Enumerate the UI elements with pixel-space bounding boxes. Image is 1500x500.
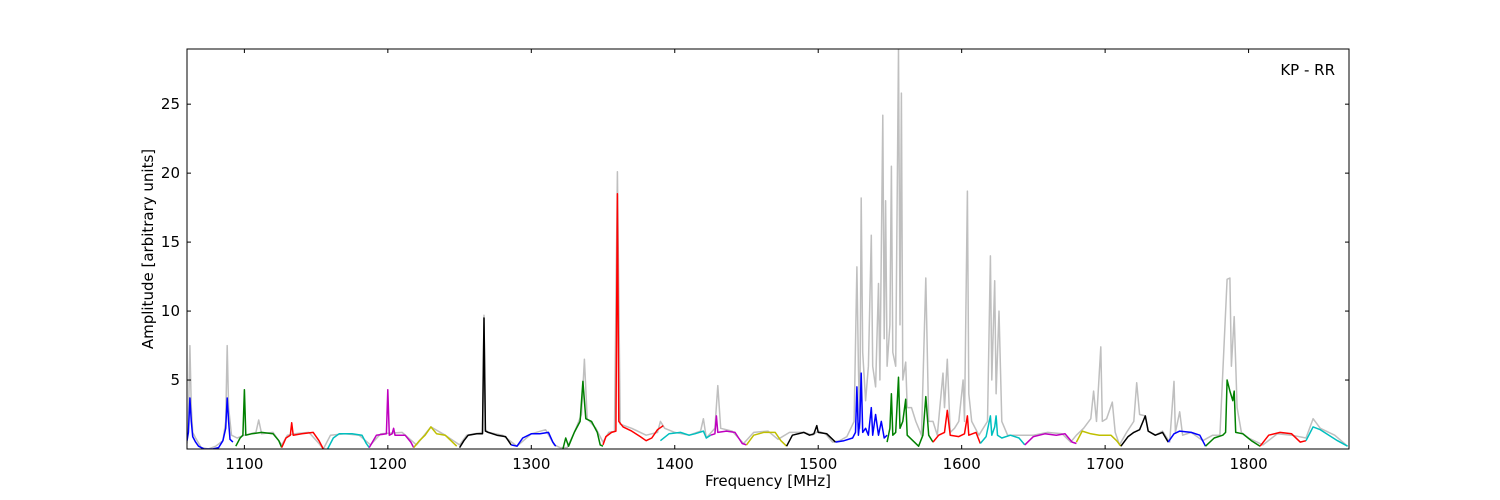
series-line-12: [745, 431, 788, 447]
y-tick-label: 15: [161, 233, 180, 251]
series-line-1: [235, 388, 283, 448]
series-line-13: [785, 424, 836, 447]
series-line-14: [835, 372, 888, 443]
series-line-17: [979, 415, 1026, 446]
series-line-4: [368, 388, 415, 448]
series-line-19: [1075, 430, 1122, 447]
series-line-8: [562, 380, 604, 449]
series-line-0: [187, 397, 234, 449]
y-tick-label: 20: [161, 164, 180, 182]
x-tick-label: 1300: [512, 455, 550, 473]
series-line-11: [710, 415, 747, 446]
x-tick-label: 1100: [225, 455, 263, 473]
series-line-23: [1259, 431, 1307, 447]
x-tick-label: 1600: [943, 455, 981, 473]
raw-spectrum-line: [187, 49, 1347, 449]
series-line-5: [413, 426, 458, 449]
y-tick-label: 25: [161, 95, 180, 113]
series-line-22: [1204, 379, 1261, 447]
plot-annotation: KP - RR: [1280, 61, 1335, 79]
y-tick-label: 5: [170, 371, 180, 389]
y-tick-label: 10: [161, 302, 180, 320]
x-tick-label: 1200: [369, 455, 407, 473]
x-tick-label: 1500: [799, 455, 837, 473]
x-axis-label: Frequency [MHz]: [705, 472, 831, 490]
series-line-7: [511, 431, 557, 447]
plot-background: [187, 49, 1349, 449]
spectrum-lines: [187, 49, 1348, 449]
series-line-10: [659, 430, 712, 442]
x-tick-label: 1400: [656, 455, 694, 473]
series-line-20: [1120, 415, 1169, 447]
y-axis-label: Amplitude [arbitrary units]: [139, 149, 157, 349]
series-line-15: [886, 376, 934, 447]
series-line-9: [602, 193, 664, 446]
series-line-6: [458, 317, 512, 448]
axis-ticks: 1100 1200 1300 1400 1500 1600 1700 1800 5 10 15 20 2…: [161, 49, 1349, 473]
series-line-18: [1024, 433, 1077, 446]
series-line-16: [932, 409, 981, 444]
plot-frame: [186, 48, 1350, 450]
series-line-24: [1305, 426, 1348, 447]
series-line-2: [281, 422, 324, 449]
series-line-21: [1167, 430, 1207, 447]
x-tick-label: 1700: [1086, 455, 1124, 473]
x-tick-label: 1800: [1229, 455, 1267, 473]
series-line-3: [326, 433, 370, 449]
